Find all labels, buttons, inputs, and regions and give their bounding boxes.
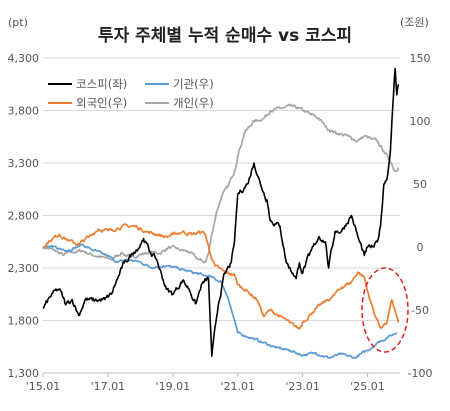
- left-tick-label: 1,800: [8, 315, 40, 328]
- series-line: [42, 103, 400, 264]
- series-lines: [42, 67, 400, 359]
- right-axis-unit: (조원): [400, 16, 429, 29]
- left-axis-ticks: 1,300 1,800 2,300 2,800 3,300 3,800 4,300: [8, 52, 40, 380]
- left-tick-label: 3,300: [8, 157, 40, 170]
- right-tick-label: -50: [411, 304, 429, 317]
- legend-label: 개인(우): [173, 96, 214, 110]
- highlight-ellipse: [361, 267, 409, 353]
- right-tick-label: 100: [410, 115, 431, 128]
- series-line: [42, 223, 400, 330]
- left-axis-unit: (pt): [8, 16, 28, 29]
- left-tick-label: 2,800: [8, 210, 40, 223]
- right-tick-label: 50: [413, 178, 427, 191]
- x-axis-ticks: '15.01 '17.01 '19.01 '21.01 '23.01 '25.01: [26, 372, 400, 393]
- legend-label: 외국인(우): [76, 96, 127, 110]
- left-tick-label: 4,300: [8, 52, 40, 65]
- left-tick-label: 3,800: [8, 105, 40, 118]
- right-axis-ticks: -100 -50 0 50 100 150: [408, 52, 433, 380]
- legend: 코스피(좌) 기관(우) 외국인(우) 개인(우): [48, 77, 214, 110]
- series-line: [42, 67, 400, 357]
- legend-label: 코스피(좌): [76, 77, 127, 91]
- right-tick-label: -100: [408, 367, 433, 380]
- right-tick-label: 150: [410, 52, 431, 65]
- x-tick-label: '23.01: [285, 380, 320, 393]
- x-tick-label: '19.01: [156, 380, 191, 393]
- chart-title: 투자 주체별 누적 순매수 vs 코스피: [98, 26, 352, 46]
- left-tick-label: 1,300: [8, 367, 40, 380]
- x-tick-label: '15.01: [26, 380, 61, 393]
- x-tick-label: '17.01: [91, 380, 126, 393]
- series-line: [42, 243, 398, 359]
- right-tick-label: 0: [417, 241, 424, 254]
- legend-label: 기관(우): [173, 77, 214, 91]
- left-tick-label: 2,300: [8, 262, 40, 275]
- x-tick-label: '21.01: [220, 380, 255, 393]
- x-tick-label: '25.01: [350, 380, 385, 393]
